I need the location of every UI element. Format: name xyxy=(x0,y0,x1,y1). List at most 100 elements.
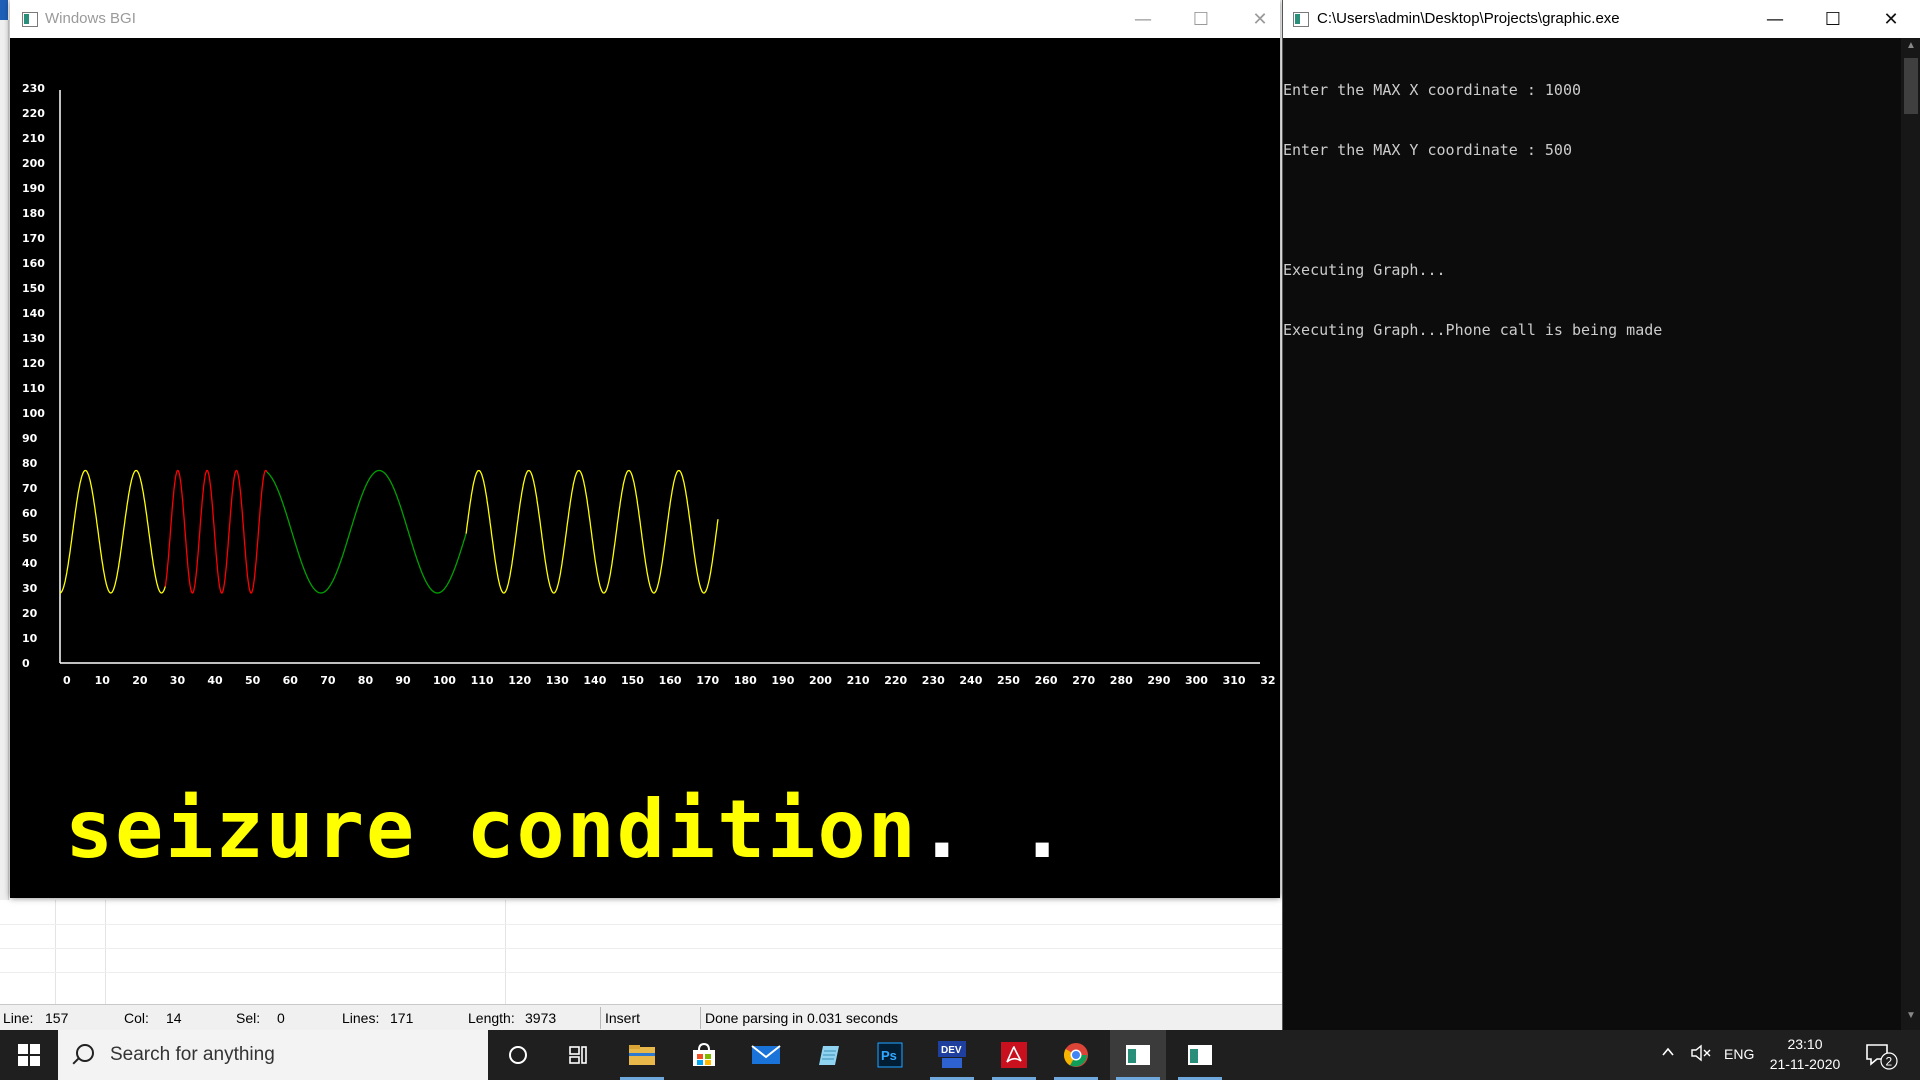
x-tick-label: 0 xyxy=(63,674,71,687)
photoshop-icon[interactable]: Ps xyxy=(862,1030,918,1080)
seizure-message-text: seizure condition xyxy=(65,783,918,876)
clock-date[interactable]: 21-11-2020 xyxy=(1769,1056,1841,1072)
y-tick-label: 210 xyxy=(22,132,45,145)
y-tick-label: 180 xyxy=(22,207,45,220)
x-tick-label: 210 xyxy=(847,674,870,687)
console-window[interactable]: C:\Users\admin\Desktop\Projects\graphic.… xyxy=(1282,0,1920,1030)
x-tick-label: 90 xyxy=(395,674,411,687)
console-maximize-button[interactable]: ☐ xyxy=(1824,8,1842,30)
x-tick-label: 80 xyxy=(358,674,374,687)
status-length-label: Length: xyxy=(468,1010,515,1026)
bgi-minimize-button[interactable]: — xyxy=(1134,8,1152,30)
x-tick-label: 250 xyxy=(997,674,1020,687)
taskbar-search-box[interactable]: Search for anything xyxy=(58,1030,488,1080)
status-line-value: 157 xyxy=(45,1010,69,1026)
devcpp-icon[interactable]: DEV xyxy=(924,1030,980,1080)
x-tick-label: 100 xyxy=(433,674,456,687)
heartbeat-chart: 0102030405060708090100110120130140150160… xyxy=(22,82,1276,687)
y-tick-label: 0 xyxy=(22,657,30,670)
status-message: Done parsing in 0.031 seconds xyxy=(705,1010,899,1026)
bgi-window-title: Windows BGI xyxy=(45,10,136,27)
y-tick-label: 150 xyxy=(22,282,45,295)
start-button[interactable] xyxy=(0,1030,58,1080)
tray-chevron-up-icon[interactable] xyxy=(1660,1044,1676,1065)
y-tick-label: 170 xyxy=(22,232,45,245)
acrobat-icon[interactable] xyxy=(986,1030,1042,1080)
search-icon xyxy=(76,1044,94,1062)
x-tick-label: 32 xyxy=(1260,674,1275,687)
bgi-titlebar[interactable]: Windows BGI — ☐ ✕ xyxy=(10,0,1280,38)
chrome-icon[interactable] xyxy=(1048,1030,1104,1080)
bgi-window[interactable]: Windows BGI — ☐ ✕ 0 10 20 30 40 50 60 70 80 90 100… xyxy=(10,0,1280,898)
scroll-thumb[interactable] xyxy=(1904,58,1918,114)
console-titlebar[interactable]: C:\Users\admin\Desktop\Projects\graphic.… xyxy=(1283,0,1920,38)
bgi-canvas: 0 10 20 30 40 50 60 70 80 90 100 110 120 130 140 150 160… xyxy=(10,38,1280,898)
windows-logo-icon xyxy=(18,1044,40,1066)
console-line: ​ xyxy=(1283,200,1893,220)
y-tick-label: 80 xyxy=(22,457,38,470)
y-tick-label: 140 xyxy=(22,307,45,320)
y-tick-label: 20 xyxy=(22,607,38,620)
volume-muted-icon[interactable] xyxy=(1690,1044,1712,1067)
x-tick-label: 200 xyxy=(809,674,832,687)
y-tick-label: 130 xyxy=(22,332,45,345)
y-tick-label: 50 xyxy=(22,532,38,545)
console-line: Executing Graph... xyxy=(1283,261,1446,279)
y-tick-label: 230 xyxy=(22,82,45,95)
store-icon[interactable] xyxy=(676,1030,732,1080)
notification-center-icon[interactable]: 2 xyxy=(1865,1042,1899,1075)
y-tick-label: 100 xyxy=(22,407,45,420)
x-tick-label: 60 xyxy=(283,674,299,687)
scroll-up-arrow-icon[interactable]: ▲ xyxy=(1906,40,1916,51)
bgi-maximize-button[interactable]: ☐ xyxy=(1192,8,1210,30)
language-indicator[interactable]: ENG xyxy=(1724,1046,1755,1062)
notepad-icon[interactable] xyxy=(800,1030,856,1080)
bgi-window-taskbar-button[interactable] xyxy=(1110,1030,1166,1080)
status-line-label: Line: xyxy=(3,1010,34,1026)
taskbar: Search for anything Ps DEV xyxy=(0,1030,1920,1080)
file-explorer-icon[interactable] xyxy=(614,1030,670,1080)
svg-text:Ps: Ps xyxy=(881,1048,897,1063)
console-scrollbar[interactable]: ▲ ▼ xyxy=(1901,38,1920,1030)
y-tick-label: 60 xyxy=(22,507,38,520)
x-tick-label: 120 xyxy=(508,674,531,687)
x-tick-label: 130 xyxy=(546,674,569,687)
seizure-condition-message: seizure condition. . xyxy=(65,783,1068,876)
console-output: Enter the MAX X coordinate : 1000 Enter … xyxy=(1283,40,1893,380)
wave-segment-green xyxy=(266,469,467,594)
clock-time[interactable]: 23:10 xyxy=(1787,1036,1823,1052)
cortana-icon[interactable] xyxy=(490,1030,546,1080)
console-window-taskbar-button[interactable] xyxy=(1172,1030,1228,1080)
bgi-window-icon xyxy=(22,12,38,27)
y-tick-label: 110 xyxy=(22,382,45,395)
bgi-close-button[interactable]: ✕ xyxy=(1252,8,1268,30)
x-tick-label: 230 xyxy=(922,674,945,687)
y-tick-label: 220 xyxy=(22,107,45,120)
status-lines-label: Lines: xyxy=(342,1010,380,1026)
mail-icon[interactable] xyxy=(738,1030,794,1080)
console-minimize-button[interactable]: — xyxy=(1766,8,1784,30)
wave-segment-yellow xyxy=(465,469,719,594)
wave-segment-yellow xyxy=(59,469,166,594)
x-tick-label: 140 xyxy=(583,674,606,687)
wave-segment-red xyxy=(164,469,268,594)
x-tick-label: 220 xyxy=(884,674,907,687)
x-tick-label: 180 xyxy=(734,674,757,687)
x-tick-label: 150 xyxy=(621,674,644,687)
devcpp-status-bar: Line: 157 Col: 14 Sel: 0 Lines: 171 Leng… xyxy=(0,1004,1282,1031)
x-tick-label: 10 xyxy=(95,674,111,687)
y-tick-label: 120 xyxy=(22,357,45,370)
y-tick-label: 190 xyxy=(22,182,45,195)
scroll-down-arrow-icon[interactable]: ▼ xyxy=(1906,1010,1916,1021)
status-sel-value: 0 xyxy=(277,1010,285,1026)
search-input[interactable]: Search for anything xyxy=(110,1044,275,1065)
y-tick-label: 90 xyxy=(22,432,38,445)
svg-text:2: 2 xyxy=(1886,1055,1893,1069)
status-col-value: 14 xyxy=(166,1010,182,1026)
task-view-icon[interactable] xyxy=(552,1030,608,1080)
status-col-label: Col: xyxy=(124,1010,149,1026)
console-line: Enter the MAX X coordinate : 1000 xyxy=(1283,81,1582,99)
console-close-button[interactable]: ✕ xyxy=(1883,8,1899,30)
y-tick-label: 160 xyxy=(22,257,45,270)
x-tick-label: 50 xyxy=(245,674,261,687)
